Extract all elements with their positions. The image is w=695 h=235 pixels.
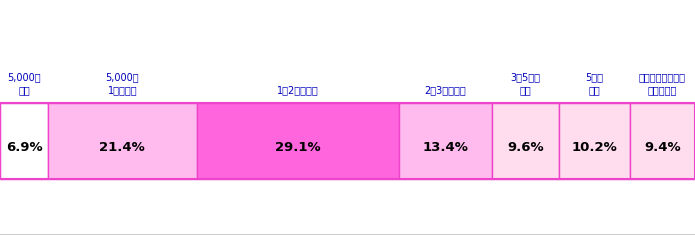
Text: 6.9%: 6.9% <box>6 141 42 154</box>
Text: 9.4%: 9.4% <box>644 141 680 154</box>
Text: 5,000～
1万円未満: 5,000～ 1万円未満 <box>106 73 139 95</box>
Bar <box>0 103 48 179</box>
Bar <box>492 103 559 179</box>
Bar <box>630 103 695 179</box>
Bar <box>48 103 197 179</box>
Text: 29.1%: 29.1% <box>275 141 320 154</box>
Text: 5,000円
未満: 5,000円 未満 <box>7 73 41 95</box>
Bar <box>399 103 492 179</box>
Text: 1～2万円未満: 1～2万円未満 <box>277 85 319 95</box>
Text: 9.6%: 9.6% <box>507 141 543 154</box>
Bar <box>0 103 695 179</box>
Text: 13.4%: 13.4% <box>423 141 468 154</box>
Bar <box>197 103 399 179</box>
Text: 21.4%: 21.4% <box>99 141 145 154</box>
Text: 5万円
以上: 5万円 以上 <box>585 73 603 95</box>
Bar <box>559 103 630 179</box>
Text: 10.2%: 10.2% <box>571 141 617 154</box>
Text: 3～5万円
未満: 3～5万円 未満 <box>510 73 541 95</box>
Text: 2～3万円未満: 2～3万円未満 <box>425 85 466 95</box>
Text: 貯蓄等は（まだ）
していない: 貯蓄等は（まだ） していない <box>639 73 686 95</box>
